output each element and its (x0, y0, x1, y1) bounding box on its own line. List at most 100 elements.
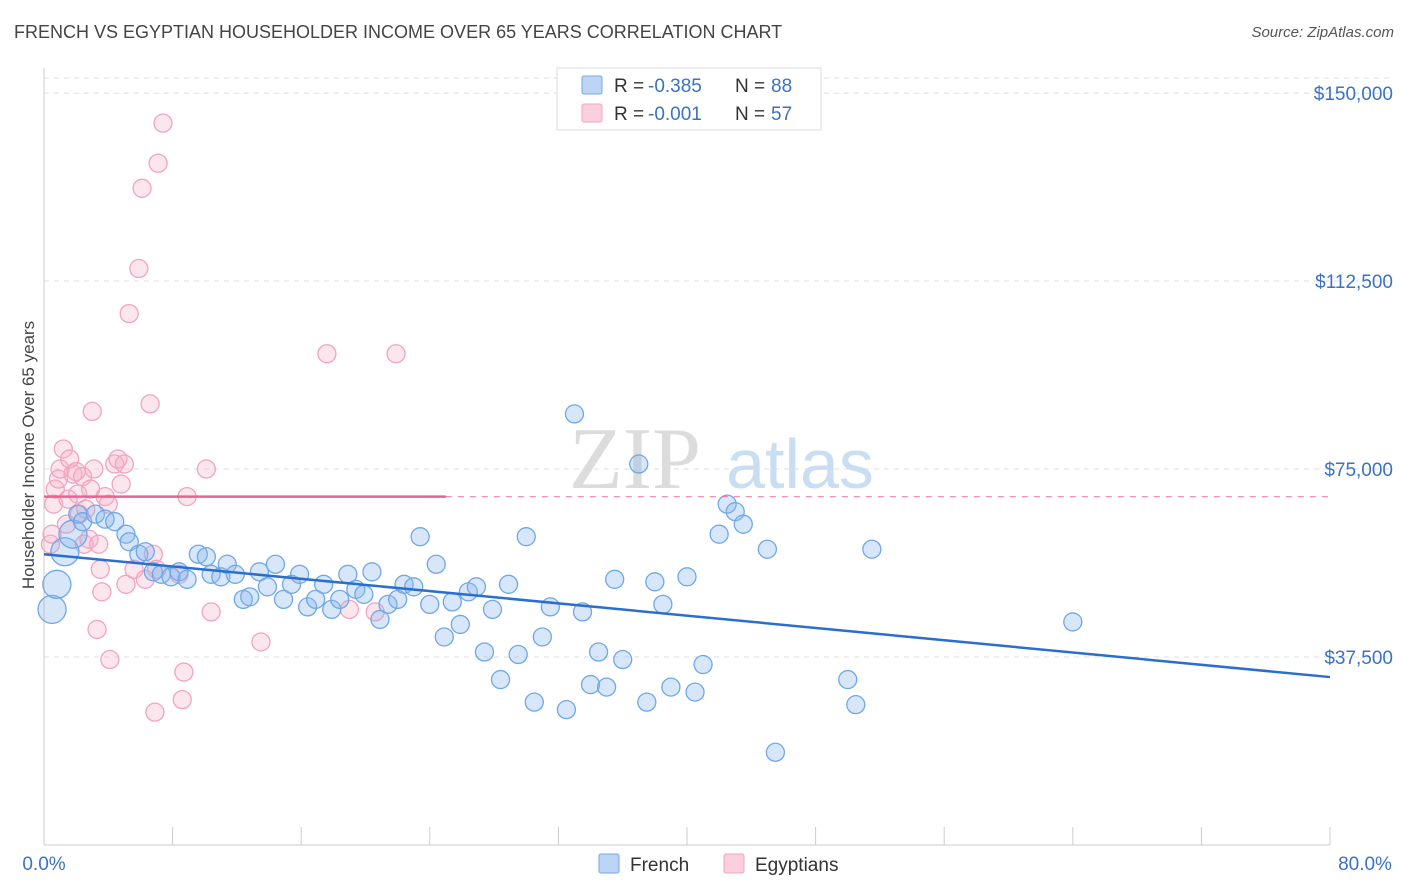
french-point (524, 692, 544, 712)
french-point (135, 542, 155, 562)
french-point (297, 597, 318, 617)
egyptians-point (140, 394, 160, 414)
french-swatch (581, 75, 603, 95)
egyptians-point (148, 153, 168, 173)
french-point (498, 574, 519, 594)
french-point (434, 627, 454, 647)
french-point (177, 569, 197, 589)
egyptians-point (129, 258, 149, 279)
egyptians-point (53, 439, 73, 459)
source-credit: Source: ZipAtlas.com (1251, 24, 1394, 41)
french-point (846, 694, 866, 715)
chart-title: FRENCH VS EGYPTIAN HOUSEHOLDER INCOME OV… (14, 22, 783, 42)
french-point (265, 554, 286, 574)
axes (43, 68, 1331, 846)
french-point (306, 589, 326, 610)
french-r-label: R = (614, 76, 644, 97)
egyptians-point (145, 702, 165, 722)
french-point (596, 677, 617, 697)
french-point (540, 597, 561, 617)
egyptians-point (111, 474, 131, 494)
series-legend: French Egyptians (598, 853, 838, 876)
x-tick-label: 80.0% (1338, 854, 1392, 875)
egyptians-point (108, 449, 128, 469)
french-point (629, 454, 649, 474)
french-point (532, 627, 552, 647)
x-tick-label: 0.0% (22, 854, 65, 875)
french-point (490, 669, 511, 690)
y-axis-label: Householder Income Over 65 years (19, 321, 38, 589)
french-point (85, 504, 106, 524)
egyptians-point (90, 559, 110, 579)
egyptians-point (251, 632, 271, 652)
french-point (564, 404, 585, 424)
french-point (613, 649, 633, 670)
french-point (677, 567, 697, 587)
french-point (466, 577, 487, 597)
french-point (410, 527, 430, 547)
french-point (862, 539, 882, 559)
french-point (240, 587, 260, 607)
egyptians-point (58, 489, 78, 509)
egyptians-n-value: 57 (771, 104, 792, 125)
french-point (757, 539, 778, 559)
egyptians-point (89, 534, 109, 554)
egyptians-point (84, 459, 104, 479)
egyptians-point (317, 344, 337, 364)
french-point (314, 574, 334, 594)
french-point (653, 594, 673, 615)
french-point (322, 599, 342, 620)
egyptians-point (119, 303, 139, 324)
french-point (330, 589, 350, 610)
y-tick-label: $75,000 (1324, 460, 1393, 481)
french-point (588, 642, 609, 662)
french-point (838, 669, 858, 690)
egyptians-point (60, 449, 80, 469)
french-point (482, 599, 503, 620)
y-tick-label: $112,500 (1315, 272, 1393, 293)
egyptians-point (43, 494, 64, 514)
legend-french-label: French (630, 855, 689, 876)
egyptians-n-label: N = (735, 104, 765, 125)
french-point (474, 642, 495, 662)
egyptians-point (196, 459, 217, 479)
french-point (289, 564, 310, 584)
egyptians-point (132, 178, 152, 198)
french-point (637, 692, 657, 712)
egyptians-points (40, 113, 406, 722)
french-point (362, 562, 382, 582)
egyptians-point (153, 113, 173, 133)
french-point (442, 592, 462, 612)
egyptians-point (174, 662, 194, 682)
french-point (765, 742, 786, 762)
french-point (426, 554, 446, 574)
egyptians-point (48, 469, 69, 489)
french-point (420, 594, 440, 615)
french-n-value: 88 (771, 76, 792, 97)
y-tick-label: $37,500 (1324, 648, 1393, 669)
egyptians-point (98, 494, 118, 514)
french-point (572, 602, 593, 622)
egyptians-point (82, 401, 102, 422)
french-point (717, 494, 737, 514)
grid-lines (44, 77, 1392, 658)
french-point (450, 614, 470, 635)
french-points (37, 404, 1083, 762)
french-point (378, 594, 398, 615)
egyptians-point (87, 619, 107, 640)
french-point (605, 569, 625, 589)
egyptians-swatch (581, 103, 603, 123)
egyptians-point (172, 689, 192, 710)
french-point (37, 594, 67, 625)
egyptians-r-value: -0.001 (648, 104, 702, 125)
french-point (281, 574, 302, 594)
french-point (50, 537, 80, 567)
french-point (196, 547, 217, 567)
watermark: ZIP atlas (569, 411, 874, 508)
french-point (1063, 612, 1083, 632)
french-point (556, 700, 577, 720)
french-n-label: N = (735, 76, 765, 97)
french-point (354, 584, 374, 605)
french-point (273, 589, 294, 610)
